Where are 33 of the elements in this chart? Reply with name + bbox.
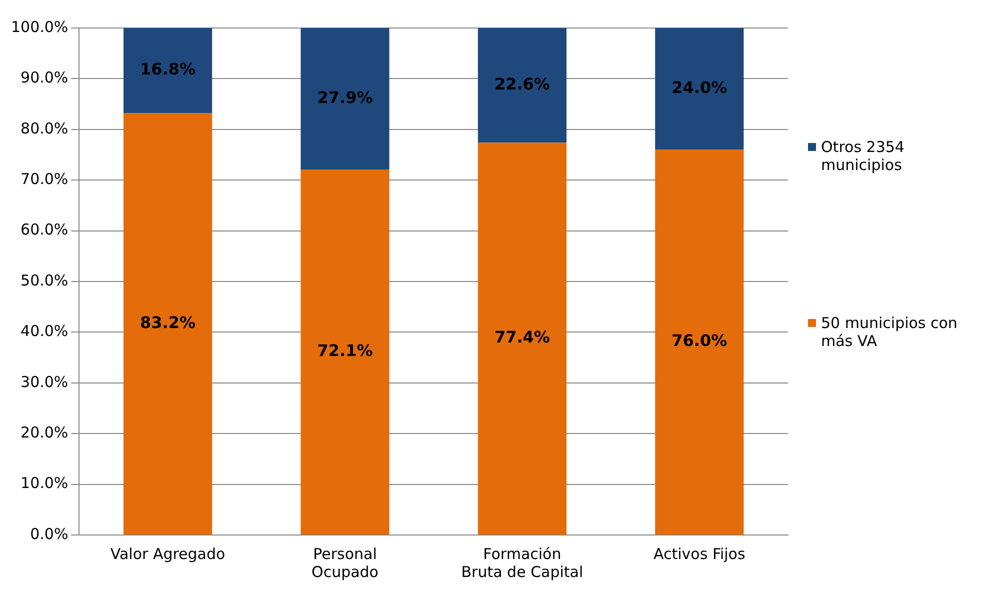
data-label: 77.4% xyxy=(494,328,550,347)
y-tick-label: 90.0% xyxy=(20,68,68,87)
y-tick-label: 0.0% xyxy=(30,524,68,543)
y-tick-label: 20.0% xyxy=(20,423,68,442)
data-label: 24.0% xyxy=(672,78,728,97)
y-tick-label: 40.0% xyxy=(20,322,68,340)
bar xyxy=(478,28,566,143)
bar xyxy=(300,169,390,534)
data-label: 22.6% xyxy=(494,74,550,94)
bar xyxy=(300,28,390,170)
data-label: 16.8% xyxy=(140,60,196,79)
legend-label: 50 municipios con más VA xyxy=(821,314,958,350)
y-tick-label: 30.0% xyxy=(20,372,68,391)
x-tick-label: Personal Ocupado xyxy=(312,544,378,581)
y-tick-label: 100.0% xyxy=(10,18,68,36)
x-tick-label: Activos Fijos xyxy=(654,544,746,563)
data-label: 76.0% xyxy=(672,331,728,350)
legend-label: Otros 2354 municipios xyxy=(821,138,906,174)
bar xyxy=(478,142,566,534)
bar xyxy=(123,28,212,114)
data-label: 83.2% xyxy=(140,312,196,332)
y-tick-label: 60.0% xyxy=(20,220,68,239)
bar xyxy=(123,113,212,534)
x-tick-label: Formación Bruta de Capital xyxy=(461,544,584,581)
y-tick-label: 50.0% xyxy=(20,271,68,290)
bar xyxy=(655,150,744,534)
x-tick-label: Valor Agregado xyxy=(110,544,226,563)
bar xyxy=(655,28,744,150)
data-label: 72.1% xyxy=(317,341,373,360)
y-tick-label: 80.0% xyxy=(20,119,68,138)
data-label: 27.9% xyxy=(317,88,373,107)
y-tick-label: 10.0% xyxy=(20,474,68,492)
y-tick-label: 70.0% xyxy=(20,170,68,188)
